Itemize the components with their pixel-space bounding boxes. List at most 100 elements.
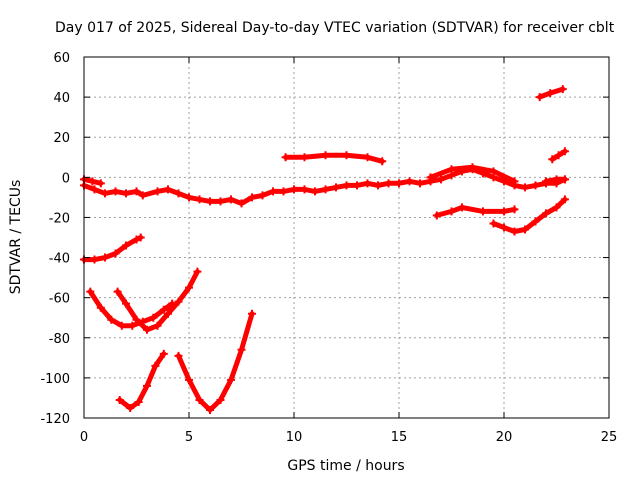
data-point [159, 349, 168, 358]
data-point [542, 177, 550, 186]
data-point [281, 153, 290, 162]
data-point [521, 225, 529, 234]
data-point [153, 321, 162, 330]
x-tick-label: 5 [185, 430, 193, 445]
data-point [510, 227, 519, 236]
data-point [185, 283, 193, 292]
y-tick-label: -20 [49, 211, 70, 226]
data-point [96, 303, 105, 312]
data-point [479, 207, 487, 216]
data-point [149, 313, 158, 322]
series-arc-dip [489, 195, 569, 236]
data-point [122, 299, 130, 308]
data-point [468, 163, 477, 172]
x-tick-label: 20 [496, 430, 513, 445]
data-point [132, 187, 141, 196]
y-tick-label: -120 [40, 412, 70, 427]
data-point [300, 185, 309, 194]
data-point [138, 191, 147, 200]
data-point [90, 255, 99, 264]
data-point [237, 199, 246, 208]
chart-title: Day 017 of 2025, Sidereal Day-to-day VTE… [55, 20, 615, 36]
data-point [560, 147, 569, 156]
series-line [115, 269, 200, 333]
data-point [353, 181, 361, 190]
series-arc-main [80, 165, 569, 208]
data-point [447, 207, 456, 216]
data-point [437, 175, 445, 184]
data-point [426, 173, 435, 182]
data-point [216, 395, 225, 404]
data-point [342, 181, 351, 190]
x-tick-label: 0 [80, 430, 88, 445]
y-tick-label: -80 [49, 332, 70, 347]
data-point [206, 405, 214, 414]
y-tick-label: 60 [53, 51, 70, 66]
data-point [500, 207, 508, 216]
data-point [560, 175, 569, 184]
data-point [237, 345, 246, 354]
plot-frame [83, 56, 610, 419]
data-point [378, 157, 387, 166]
series-line [81, 235, 144, 263]
data-point [384, 179, 393, 188]
grid [84, 57, 609, 418]
data-point [153, 187, 162, 196]
data-point [374, 181, 382, 190]
data-point [113, 287, 122, 296]
data-point [151, 361, 160, 370]
data-point [531, 181, 540, 190]
data-point [552, 175, 561, 184]
x-tick-label: 15 [391, 430, 408, 445]
series-arc-deep2 [174, 309, 256, 414]
data-point [269, 187, 277, 196]
data-point [132, 315, 141, 324]
data-point [96, 179, 105, 188]
data-point [143, 381, 151, 390]
series-arc-minus20 [432, 203, 519, 220]
data-point [126, 403, 135, 412]
data-point [363, 153, 372, 162]
data-point [111, 187, 120, 196]
data-point [546, 89, 555, 98]
data-point [510, 205, 519, 214]
data-point [279, 187, 288, 196]
y-tick-label: -100 [40, 372, 70, 387]
data-point [164, 185, 172, 194]
series-arc-top [535, 85, 567, 102]
y-tick-label: -40 [49, 252, 70, 267]
series-arc-minus40 [80, 233, 145, 264]
data-point [174, 189, 183, 198]
data-point [227, 195, 235, 204]
data-point [86, 287, 95, 296]
data-point [395, 179, 403, 188]
series-arc-upper-mid [426, 163, 519, 186]
data-point [185, 193, 193, 202]
y-tick-label: 20 [53, 131, 70, 146]
data-point [489, 219, 498, 228]
x-axis-label: GPS time / hours [287, 458, 404, 474]
data-point [458, 203, 466, 212]
x-tick-label: 25 [601, 430, 618, 445]
data-point [216, 197, 225, 206]
x-tick-label: 10 [286, 430, 303, 445]
data-point [290, 185, 298, 194]
data-point [117, 321, 126, 330]
data-point [164, 309, 172, 318]
data-point [542, 209, 550, 218]
data-point [332, 183, 340, 192]
series-arc-deep1 [115, 349, 168, 412]
series-arc-u1 [86, 287, 177, 330]
data-point [405, 177, 414, 186]
series-arc-u2 [113, 267, 202, 334]
data-point [193, 267, 202, 276]
data-point [134, 397, 143, 406]
data-point [111, 249, 120, 258]
data-point [363, 179, 372, 188]
data-point [185, 375, 193, 384]
data-point [552, 203, 561, 212]
data-point [227, 375, 235, 384]
series-arc-late-rise [542, 175, 569, 186]
data-point [128, 321, 137, 330]
